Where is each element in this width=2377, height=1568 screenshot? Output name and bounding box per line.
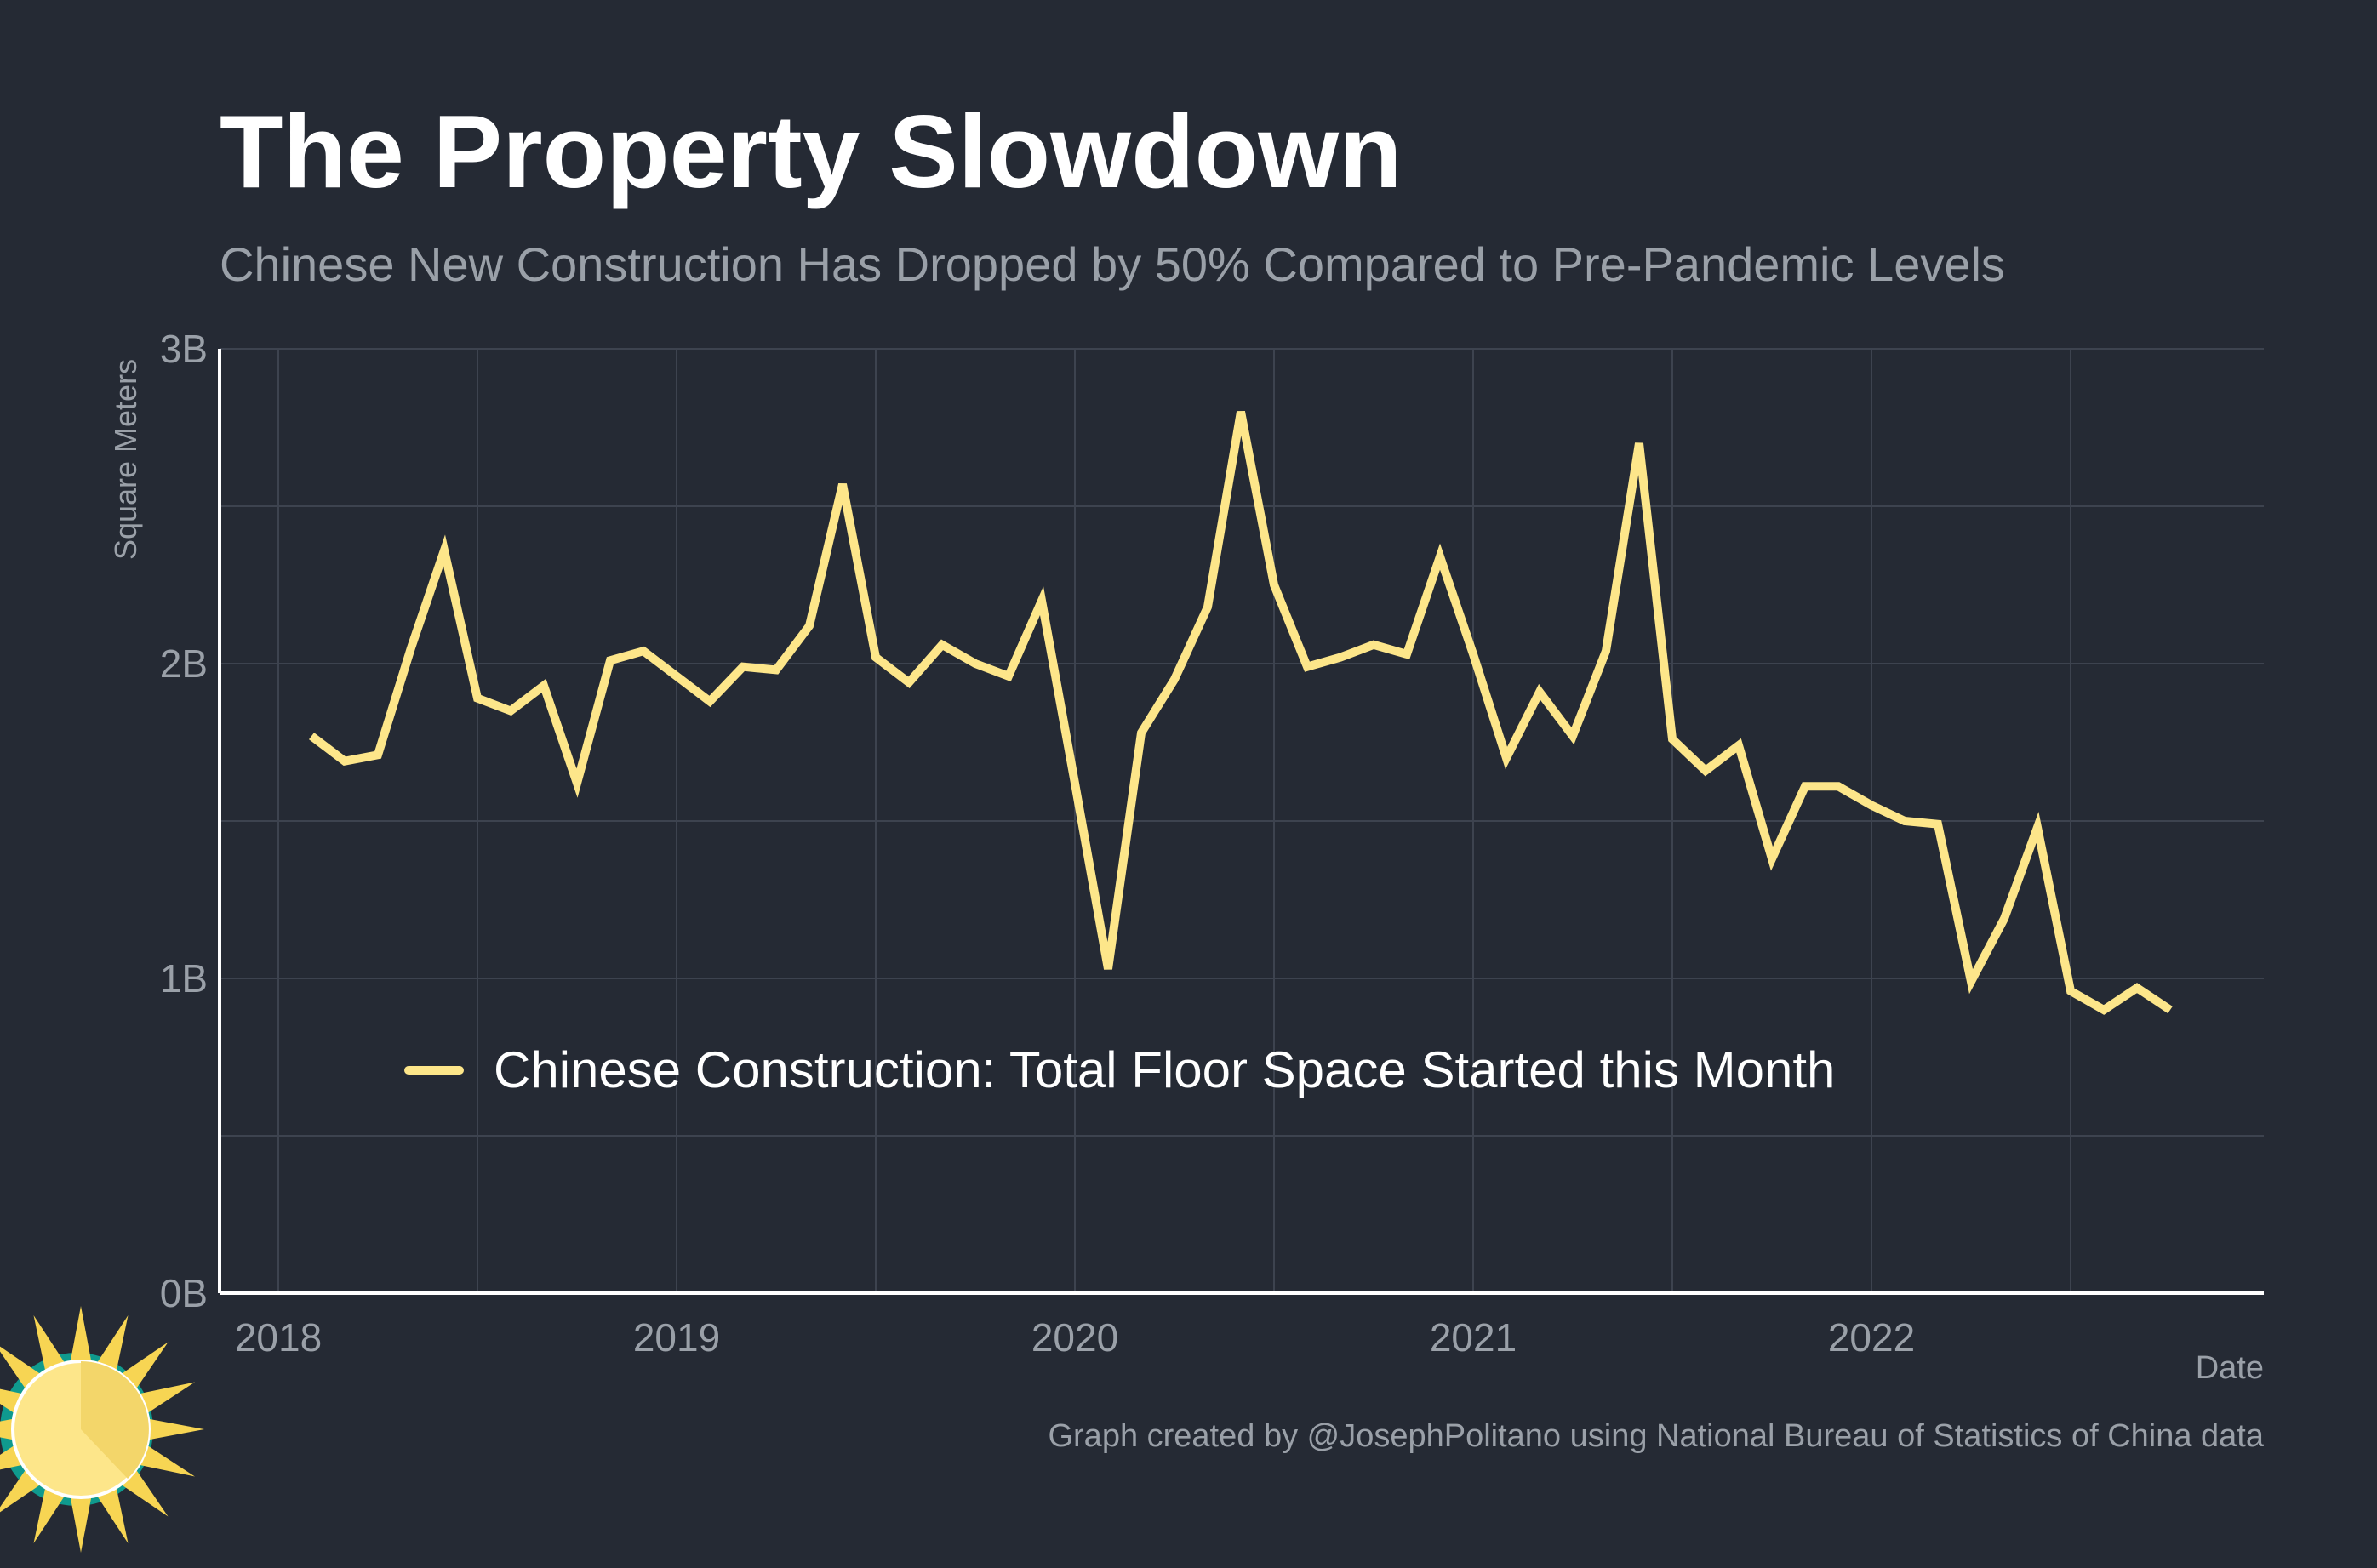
grid — [220, 348, 2264, 1293]
x-tick-label: 2018 — [235, 1315, 322, 1360]
y-axis-ticks: 0B 1B 2B 3B — [160, 327, 208, 1315]
legend-label: Chinese Construction: Total Floor Space … — [494, 1041, 1835, 1098]
x-tick-label: 2020 — [1031, 1315, 1118, 1360]
sun-ray — [69, 1491, 93, 1553]
chart-title: The Property Slowdown — [220, 94, 1403, 209]
sun-ray — [94, 1483, 129, 1543]
x-tick-label: 2019 — [633, 1315, 720, 1360]
y-tick-label: 0B — [160, 1271, 208, 1315]
y-tick-label: 1B — [160, 956, 208, 1001]
x-tick-label: 2021 — [1430, 1315, 1517, 1360]
chart-subtitle: Chinese New Construction Has Dropped by … — [220, 237, 2005, 291]
y-axis-label: Square Meters — [108, 359, 143, 560]
y-tick-label: 3B — [160, 327, 208, 371]
y-tick-label: 2B — [160, 641, 208, 686]
sun-ray — [134, 1442, 195, 1477]
sun-logo-icon — [0, 1306, 204, 1553]
sun-ray — [69, 1306, 93, 1367]
sun-ray — [143, 1417, 204, 1441]
caption: Graph created by @JosephPolitano using N… — [1048, 1418, 2264, 1454]
sun-ray — [94, 1315, 129, 1376]
x-axis-label: Date — [2196, 1350, 2264, 1386]
x-axis-ticks: 2018 2019 2020 2021 2022 — [235, 1315, 1915, 1360]
x-tick-label: 2022 — [1828, 1315, 1915, 1360]
series-line — [308, 411, 2173, 1015]
sun-ray — [33, 1315, 68, 1376]
sun-ray — [33, 1483, 68, 1543]
series-group — [308, 411, 2173, 1015]
sun-ray — [134, 1382, 195, 1417]
